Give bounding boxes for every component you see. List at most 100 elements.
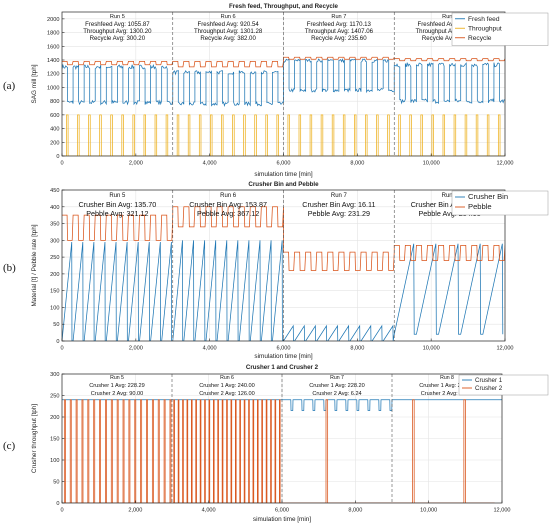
y-tick-label: 800 — [50, 99, 59, 105]
x-tick-label: 8,000 — [348, 508, 362, 514]
run-stat-text: Freshfeed Avg: 1170.13 — [307, 21, 372, 28]
run-stat-text: Recycle Avg: 300.20 — [90, 35, 146, 42]
run-stat-text: Crusher 2 Avg: 6.24 — [312, 391, 361, 397]
legend-box — [451, 190, 549, 216]
run-stat-text: Recycle Avg: 235.60 — [311, 35, 367, 42]
run-label: Run 5 — [109, 193, 126, 199]
run-stat-text: Crusher 2 Avg: 90.00 — [91, 391, 143, 397]
y-tick-label: 150 — [50, 437, 59, 443]
x-tick-label: 12,000 — [496, 346, 513, 352]
run-stat-text: Throughput Avg: 1300.20 — [83, 28, 152, 35]
x-tick-label: 2,000 — [129, 161, 143, 167]
run-stat-text: Freshfeed Avg: 920.54 — [198, 21, 260, 28]
run-label: Run 8 — [440, 375, 454, 381]
x-tick-label: 4,000 — [203, 346, 217, 352]
y-tick-label: 400 — [50, 205, 59, 211]
run-stat-text: Crusher 1 Avg: 240.00 — [419, 383, 475, 389]
run-stat-text: Pebble Avg: 231.29 — [308, 209, 370, 218]
y-tick-label: 2000 — [47, 17, 59, 23]
legend-label: Fresh feed — [468, 16, 500, 23]
series-line-2 — [62, 114, 505, 156]
run-label: Run 8 — [442, 14, 457, 20]
chart-title: Crusher 1 and Crusher 2 — [246, 364, 319, 371]
y-tick-label: 0 — [56, 154, 59, 160]
panel-label: (b) — [3, 262, 16, 274]
y-tick-label: 250 — [50, 394, 59, 400]
y-tick-label: 600 — [50, 113, 59, 119]
legend-label: Crusher 2 — [475, 385, 503, 392]
run-stat-text: Crusher Bin Avg: 124.46 — [411, 200, 489, 209]
y-tick-label: 300 — [50, 238, 59, 244]
x-tick-label: 2,000 — [129, 346, 143, 352]
legend-label: Pebble — [468, 202, 492, 211]
run-stat-text: Crusher 1 Avg: 228.20 — [309, 383, 365, 389]
y-tick-label: 1600 — [47, 44, 59, 50]
y-tick-label: 1200 — [47, 72, 59, 78]
y-tick-label: 350 — [50, 222, 59, 228]
y-tick-label: 1800 — [47, 31, 59, 37]
y-tick-label: 200 — [50, 140, 59, 146]
y-tick-label: 400 — [50, 127, 59, 133]
run-stat-text: Pebble Avg: 321.12 — [86, 209, 148, 218]
panel-label: (a) — [3, 80, 16, 92]
y-tick-label: 1000 — [47, 85, 59, 91]
run-label: Run 6 — [221, 14, 236, 20]
run-stat-text: Throughput Avg: 1407.06 — [305, 28, 374, 35]
run-stat-text: Freshfeed Avg: 1124.97 — [418, 21, 483, 28]
y-tick-label: 450 — [50, 188, 59, 194]
y-tick-label: 100 — [50, 305, 59, 311]
x-tick-label: 10,000 — [423, 161, 440, 167]
legend-box — [458, 374, 549, 396]
x-tick-label: 6,000 — [277, 161, 291, 167]
run-stat-text: Freshfeed Avg: 1055.87 — [85, 21, 150, 28]
run-stat-text: Pebble Avg: 367.12 — [197, 209, 259, 218]
x-axis-label: simulation time [min] — [254, 353, 312, 360]
run-stat-text: Throughput Avg: 1301.28 — [194, 28, 263, 35]
legend: Fresh feed Throughput Recycle — [451, 12, 549, 46]
legend-label: Throughput — [468, 25, 502, 32]
run-label: Run 7 — [331, 193, 348, 199]
x-tick-label: 0 — [60, 346, 63, 352]
run-label: Run 5 — [110, 14, 125, 20]
x-tick-label: 10,000 — [420, 508, 437, 514]
y-tick-label: 0 — [56, 339, 59, 345]
y-axis-label: Crusher throughput [tph] — [31, 404, 38, 473]
series-line-1 — [62, 57, 505, 107]
y-tick-label: 1400 — [47, 58, 59, 64]
x-tick-label: 4,000 — [202, 508, 216, 514]
run-label: Run 7 — [331, 14, 346, 20]
y-tick-label: 0 — [56, 501, 59, 507]
x-tick-label: 8,000 — [350, 161, 364, 167]
series-line-2 — [62, 399, 495, 503]
y-tick-label: 50 — [53, 322, 59, 328]
y-tick-label: 300 — [50, 372, 59, 378]
run-label: Run 7 — [330, 375, 344, 381]
y-tick-label: 200 — [50, 415, 59, 421]
run-stat-text: Crusher Bin Avg: 153.87 — [189, 200, 267, 209]
legend-label: Crusher 1 — [475, 377, 503, 384]
y-axis-label: SAG mill [tph] — [31, 64, 38, 103]
series-line-1 — [62, 240, 504, 341]
run-label: Run 6 — [220, 193, 237, 199]
run-stat-text: Throughput Avg: 1371.13 — [415, 28, 484, 35]
x-axis-label: simulation time [min] — [253, 516, 311, 523]
chart-title: Crusher Bin and Pebble — [248, 181, 319, 188]
x-tick-label: 2,000 — [128, 508, 142, 514]
panel-label: (c) — [3, 440, 16, 452]
legend-label: Crusher Bin — [468, 192, 508, 201]
x-axis-label: simulation time [min] — [254, 171, 312, 178]
run-stat-text: Crusher 1 Avg: 240.00 — [199, 383, 255, 389]
run-stat-text: Recycle Avg: 246.20 — [422, 35, 478, 42]
run-stat-text: Recycle Avg: 382.00 — [200, 35, 256, 42]
y-tick-label: 50 — [53, 480, 59, 486]
series-line-2 — [62, 206, 505, 271]
x-tick-label: 6,000 — [277, 346, 291, 352]
x-tick-label: 0 — [60, 508, 63, 514]
run-stat-text: Pebble Avg: 254.95 — [419, 209, 481, 218]
run-stat-text: Crusher Bin Avg: 135.70 — [78, 200, 156, 209]
